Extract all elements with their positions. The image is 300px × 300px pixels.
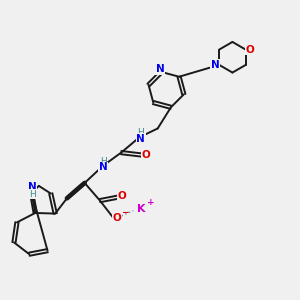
Text: N: N <box>136 134 145 144</box>
Text: O: O <box>141 150 150 160</box>
Text: H: H <box>137 128 144 137</box>
Text: N: N <box>99 162 108 172</box>
Text: O: O <box>245 45 254 55</box>
Text: O: O <box>113 213 122 223</box>
Text: N: N <box>28 182 37 192</box>
Text: H: H <box>29 190 36 199</box>
Text: +: + <box>147 198 155 207</box>
Text: O: O <box>118 191 127 202</box>
Text: N: N <box>156 64 164 74</box>
Text: N: N <box>211 60 220 70</box>
Text: K: K <box>137 204 146 214</box>
Text: −: − <box>121 208 128 217</box>
Text: H: H <box>100 157 107 166</box>
